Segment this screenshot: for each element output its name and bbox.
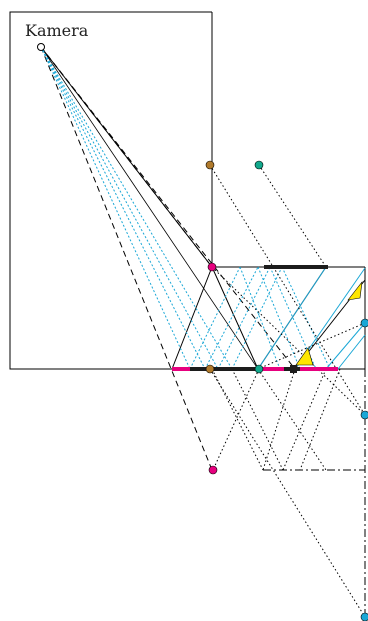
camera-dashed-rays — [40, 46, 296, 471]
camera-blue-rays — [40, 46, 233, 370]
blue-point-mid — [360, 410, 368, 420]
highlight-triangle-right — [347, 280, 363, 301]
magenta-point-low — [208, 465, 218, 475]
camera-box — [9, 11, 212, 370]
teal-point-floor — [254, 364, 264, 374]
teal-point — [254, 160, 264, 170]
dotted-projections — [209, 164, 366, 618]
highlight-triangle-bottom — [295, 347, 314, 366]
camera-point — [37, 43, 45, 51]
blue-point-wall — [360, 318, 368, 328]
camera-label: Kamera — [25, 21, 89, 40]
dark-marker-floor — [290, 365, 297, 373]
brown-point — [205, 160, 215, 170]
blue-point-bottom — [360, 612, 368, 621]
camera-solid-ray-2 — [40, 46, 259, 370]
brown-point-floor — [205, 364, 215, 374]
camera-solid-ray — [40, 46, 213, 268]
dash-dot-lines — [263, 369, 366, 617]
magenta-point-top — [207, 262, 217, 272]
